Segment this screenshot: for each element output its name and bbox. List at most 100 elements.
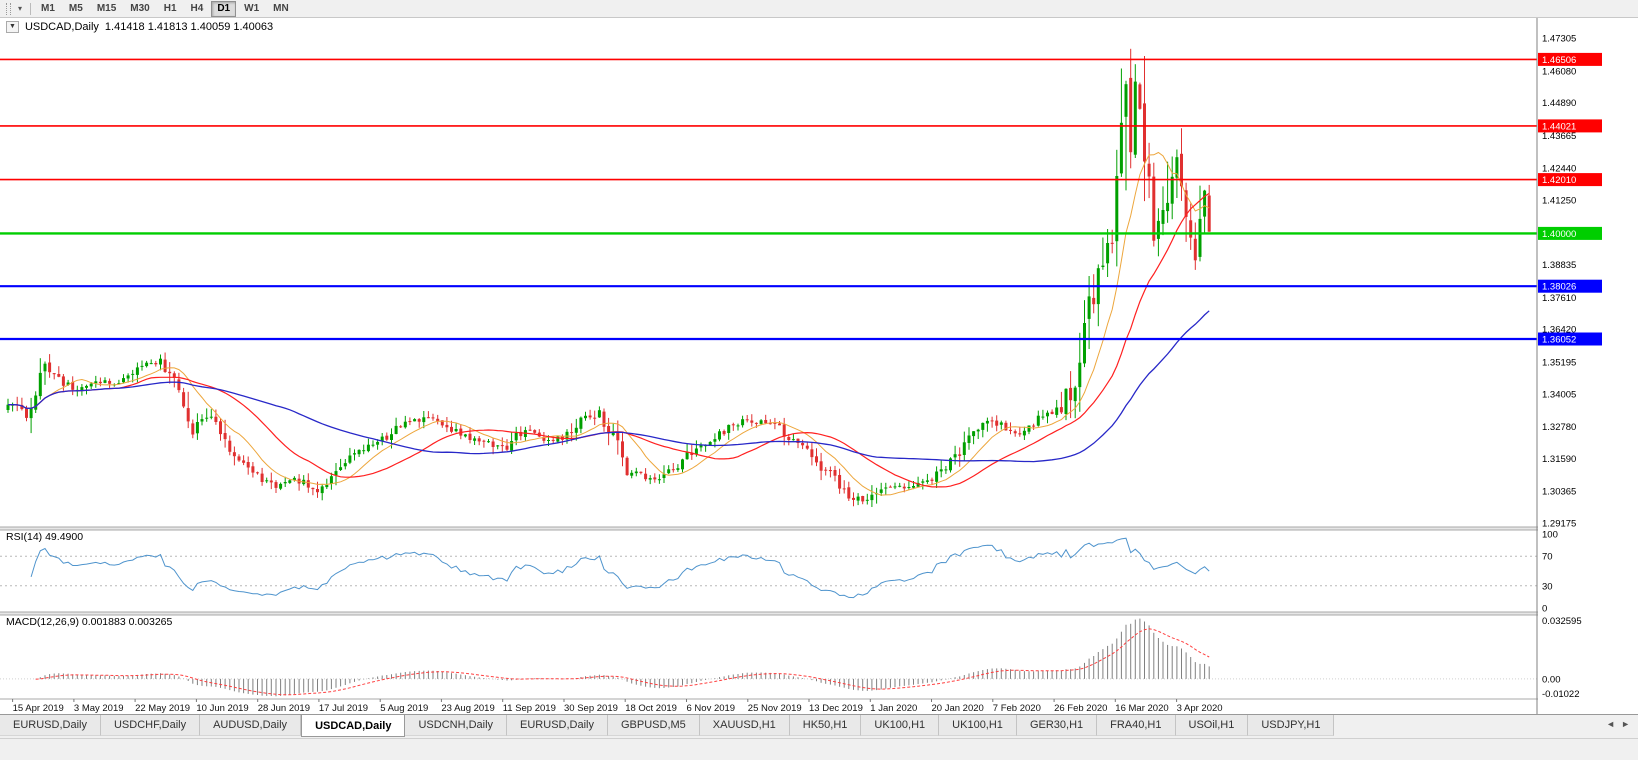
timeframe-button-mn[interactable]: MN [273, 2, 289, 14]
toolbar-separator [30, 2, 32, 15]
tab-scroll-arrows: ◄ ► [1598, 715, 1638, 729]
date-label: 7 Feb 2020 [993, 703, 1041, 714]
timeframe-button-m15[interactable]: M15 [96, 2, 117, 14]
macd-signal-line [35, 628, 1210, 696]
price-axis-label: 1.42440 [1542, 164, 1576, 175]
price-axis[interactable] [1538, 18, 1638, 714]
chart-tab-usoil-h1[interactable]: USOil,H1 [1175, 715, 1249, 736]
date-label: 26 Feb 2020 [1054, 703, 1107, 714]
chart-tab-fra40-h1[interactable]: FRA40,H1 [1097, 715, 1176, 736]
date-label: 17 Jul 2019 [319, 703, 368, 714]
price-axis-label: 1.34005 [1542, 389, 1576, 400]
svg-text:1.36052: 1.36052 [1542, 335, 1576, 346]
macd-axis-label: 0.00 [1542, 674, 1561, 685]
price-badge [1538, 279, 1602, 293]
ma-slow-line [8, 310, 1210, 463]
price-badge [1538, 52, 1602, 66]
svg-text:1.38026: 1.38026 [1542, 282, 1576, 293]
macd-axis-label: -0.01022 [1542, 689, 1580, 700]
price-axis-label: 1.47305 [1542, 34, 1576, 45]
panel-splitter[interactable] [0, 527, 1638, 530]
price-axis-label: 1.43665 [1542, 131, 1576, 142]
date-label: 11 Sep 2019 [503, 703, 556, 714]
price-badge [1538, 173, 1602, 187]
tab-scroll-left-icon[interactable]: ◄ [1606, 719, 1616, 729]
price-axis-label: 1.35195 [1542, 358, 1576, 369]
date-label: 6 Nov 2019 [687, 703, 736, 714]
date-label: 22 May 2019 [135, 703, 190, 714]
macd-axis-label: 0.032595 [1542, 616, 1582, 627]
rsi-axis-label: 100 [1542, 530, 1558, 541]
macd-histogram [35, 618, 1210, 697]
date-label: 3 Apr 2020 [1177, 703, 1223, 714]
chart-tab-usdcad-daily[interactable]: USDCAD,Daily [301, 715, 406, 737]
rsi-axis-label: 70 [1542, 552, 1553, 563]
svg-text:1.46506: 1.46506 [1542, 55, 1576, 66]
timeframe-button-h1[interactable]: H1 [163, 2, 177, 14]
svg-text:1.44021: 1.44021 [1542, 121, 1576, 132]
chart-type-button[interactable]: ▾ [14, 2, 27, 15]
chart-tab-audusd-daily[interactable]: AUDUSD,Daily [200, 715, 302, 736]
time-axis[interactable]: 15 Apr 2019 3 May 2019 22 May 2019 10 Jun 2… [12, 699, 1223, 714]
date-label: 16 Mar 2020 [1115, 703, 1168, 714]
timeframe-button-m1[interactable]: M1 [41, 2, 55, 14]
price-axis-label: 1.41250 [1542, 196, 1576, 207]
chart-tab-gbpusd-m5[interactable]: GBPUSD,M5 [608, 715, 700, 736]
candlestick-series [6, 48, 1211, 507]
chart-tab-bar: EURUSD,Daily USDCHF,Daily AUDUSD,Daily USDC… [0, 714, 1638, 738]
tab-scroll-right-icon[interactable]: ► [1621, 719, 1630, 729]
chart-collapse-icon[interactable]: ▼ [6, 21, 19, 33]
date-label: 20 Jan 2020 [932, 703, 984, 714]
panel-splitter[interactable] [0, 612, 1638, 615]
date-label: 23 Aug 2019 [441, 703, 494, 714]
svg-text:1.42010: 1.42010 [1542, 175, 1576, 186]
chart-tab-usdcnh-daily[interactable]: USDCNH,Daily [405, 715, 508, 736]
price-axis-label: 1.30365 [1542, 487, 1576, 498]
timeframe-button-m5[interactable]: M5 [68, 2, 83, 14]
date-label: 28 Jun 2019 [258, 703, 310, 714]
date-label: 15 Apr 2019 [13, 703, 64, 714]
timeframe-button-w1[interactable]: W1 [244, 2, 260, 14]
price-axis-label: 1.31590 [1542, 454, 1576, 465]
timeframe-buttons: M1 M5 M15 M30 H1 H4 D1 W1 MN [35, 0, 295, 17]
chart-tab-hk50-h1[interactable]: HK50,H1 [789, 715, 862, 736]
chart-tab-xauusd-h1[interactable]: XAUUSD,H1 [699, 715, 790, 736]
chart-tab-usdchf-daily[interactable]: USDCHF,Daily [100, 715, 201, 736]
timeframe-button-h4[interactable]: H4 [190, 2, 204, 14]
status-strip [0, 738, 1638, 760]
timeframe-button-m30[interactable]: M30 [130, 2, 150, 14]
date-label: 1 Jan 2020 [870, 703, 917, 714]
date-label: 25 Nov 2019 [748, 703, 802, 714]
date-label: 18 Oct 2019 [625, 703, 677, 714]
chart-tab-uk100-h1[interactable]: UK100,H1 [939, 715, 1017, 736]
date-label: 5 Aug 2019 [380, 703, 428, 714]
timeframe-button-d1[interactable]: D1 [211, 0, 237, 17]
price-axis-label: 1.29175 [1542, 519, 1576, 530]
chart-tab-usdjpy-h1[interactable]: USDJPY,H1 [1248, 715, 1335, 736]
price-axis-label: 1.37610 [1542, 293, 1576, 304]
date-label: 13 Dec 2019 [809, 703, 863, 714]
chart-tab-eurusd-daily[interactable]: EURUSD,Daily [0, 715, 101, 736]
chart-canvas[interactable]: 1.47305 1.46080 1.44890 1.43665 1.42440 1.412… [0, 18, 1638, 714]
svg-text:1.40000: 1.40000 [1542, 229, 1576, 240]
price-axis-label: 1.46080 [1542, 66, 1576, 77]
date-label: 3 May 2019 [74, 703, 124, 714]
price-badge [1538, 332, 1602, 346]
price-badge [1538, 226, 1602, 240]
chevron-down-icon: ▾ [18, 4, 23, 13]
chart-tab-ger30-h1[interactable]: GER30,H1 [1016, 715, 1098, 736]
toolbar-drag-handle[interactable] [6, 2, 11, 15]
ma-fast-line [8, 151, 1210, 496]
chart-tab-eurusd-daily[interactable]: EURUSD,Daily [507, 715, 608, 736]
price-badge [1538, 119, 1602, 133]
chart-tab-uk100-h1[interactable]: UK100,H1 [861, 715, 940, 736]
price-axis-label: 1.38835 [1542, 260, 1576, 271]
rsi-axis-label: 0 [1542, 604, 1547, 615]
date-label: 30 Sep 2019 [564, 703, 618, 714]
price-axis-label: 1.32780 [1542, 422, 1576, 433]
chart-background [0, 18, 1638, 714]
rsi-axis-label: 30 [1542, 581, 1553, 592]
price-axis-label: 1.44890 [1542, 98, 1576, 109]
date-label: 10 Jun 2019 [196, 703, 248, 714]
rsi-line [30, 537, 1210, 599]
